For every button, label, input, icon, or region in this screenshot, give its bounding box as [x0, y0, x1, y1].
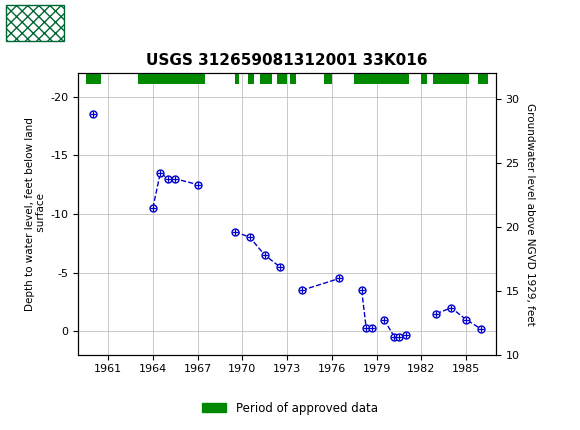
Bar — [433, 74, 469, 84]
FancyBboxPatch shape — [6, 4, 64, 41]
Bar — [235, 74, 240, 84]
Title: USGS 312659081312001 33K016: USGS 312659081312001 33K016 — [146, 53, 428, 68]
Bar — [138, 74, 205, 84]
Bar — [324, 74, 332, 84]
Bar — [421, 74, 427, 84]
Y-axis label: Depth to water level, feet below land
 surface: Depth to water level, feet below land su… — [25, 117, 46, 311]
Bar — [478, 74, 488, 84]
Text: USGS: USGS — [72, 15, 119, 30]
Bar — [248, 74, 254, 84]
Legend: Period of approved data: Period of approved data — [198, 397, 382, 420]
Bar — [354, 74, 409, 84]
Bar — [290, 74, 296, 84]
Bar — [86, 74, 101, 84]
Y-axis label: Groundwater level above NGVD 1929, feet: Groundwater level above NGVD 1929, feet — [525, 102, 535, 326]
Bar — [260, 74, 272, 84]
Bar — [277, 74, 287, 84]
